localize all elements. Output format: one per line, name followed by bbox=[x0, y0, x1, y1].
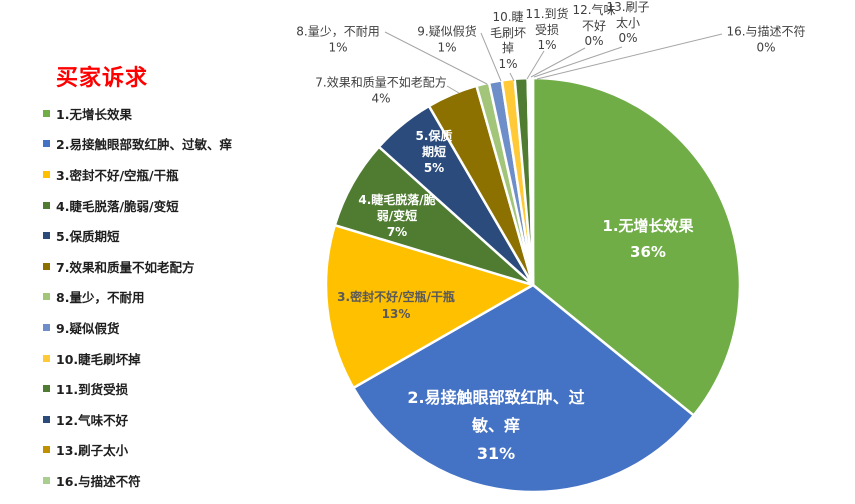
legend: 1.无增长效果 2.易接触眼部致红肿、过敏、痒 3.密封不好/空瓶/干瓶 4.睫… bbox=[43, 98, 232, 496]
callout-line-8 bbox=[384, 31, 488, 85]
callout-line-9 bbox=[480, 32, 502, 82]
legend-item-label: 16.与描述不符 bbox=[56, 473, 141, 489]
legend-swatch-icon bbox=[43, 109, 50, 117]
legend-item-label: 7.效果和质量不如老配方 bbox=[56, 259, 195, 275]
pie-slice-16 bbox=[529, 76, 535, 287]
legend-swatch-icon bbox=[43, 170, 50, 178]
legend-item: 13.刷子太小 bbox=[43, 435, 232, 466]
pie-slice-3 bbox=[324, 223, 535, 390]
legend-item: 3.密封不好/空瓶/干瓶 bbox=[43, 159, 232, 190]
legend-swatch-icon bbox=[43, 293, 50, 301]
legend-swatch-icon bbox=[43, 354, 50, 362]
callout-line-16 bbox=[536, 33, 723, 80]
legend-item-label: 12.气味不好 bbox=[56, 412, 129, 428]
callout-line-7 bbox=[446, 85, 460, 94]
callout-line-12 bbox=[530, 47, 586, 78]
legend-swatch-icon bbox=[43, 232, 50, 240]
legend-item-label: 10.睫毛刷坏掉 bbox=[56, 351, 141, 367]
legend-swatch-icon bbox=[43, 446, 50, 454]
page-title: 买家诉求 bbox=[56, 66, 149, 91]
legend-swatch-icon bbox=[43, 385, 50, 393]
callout-lines bbox=[384, 31, 723, 94]
legend-item: 4.睫毛脱落/脆弱/变短 bbox=[43, 190, 232, 221]
legend-item: 9.疑似假货 bbox=[43, 312, 232, 343]
legend-item-label: 3.密封不好/空瓶/干瓶 bbox=[56, 167, 179, 183]
legend-swatch-icon bbox=[43, 476, 50, 484]
legend-item: 1.无增长效果 bbox=[43, 98, 232, 129]
legend-swatch-icon bbox=[43, 415, 50, 423]
legend-item-label: 13.刷子太小 bbox=[56, 443, 129, 459]
callout-line-13 bbox=[533, 46, 623, 78]
legend-item-label: 2.易接触眼部致红肿、过敏、痒 bbox=[56, 137, 232, 153]
legend-item-label: 1.无增长效果 bbox=[56, 106, 132, 122]
legend-item-label: 11.到货受损 bbox=[56, 382, 129, 398]
legend-item: 2.易接触眼部致红肿、过敏、痒 bbox=[43, 129, 232, 160]
legend-swatch-icon bbox=[43, 201, 50, 209]
legend-swatch-icon bbox=[43, 323, 50, 331]
legend-item: 12.气味不好 bbox=[43, 404, 232, 435]
legend-item: 5.保质期短 bbox=[43, 220, 232, 251]
pie-slice-2 bbox=[352, 283, 695, 494]
legend-item: 8.量少，不耐用 bbox=[43, 282, 232, 313]
legend-item-label: 5.保质期短 bbox=[56, 229, 120, 245]
legend-item: 7.效果和质量不如老配方 bbox=[43, 251, 232, 282]
callout-line-10 bbox=[509, 72, 515, 82]
pie-slices bbox=[324, 76, 742, 494]
legend-item: 10.睫毛刷坏掉 bbox=[43, 343, 232, 374]
legend-item-label: 4.睫毛脱落/脆弱/变短 bbox=[56, 198, 179, 214]
pie-slice-1 bbox=[531, 76, 742, 417]
legend-item-label: 8.量少，不耐用 bbox=[56, 290, 145, 306]
legend-item: 11.到货受损 bbox=[43, 373, 232, 404]
legend-swatch-icon bbox=[43, 262, 50, 270]
legend-item-label: 9.疑似假货 bbox=[56, 320, 120, 336]
legend-swatch-icon bbox=[43, 140, 50, 148]
legend-item: 16.与描述不符 bbox=[43, 465, 232, 496]
callout-line-11 bbox=[526, 50, 545, 80]
